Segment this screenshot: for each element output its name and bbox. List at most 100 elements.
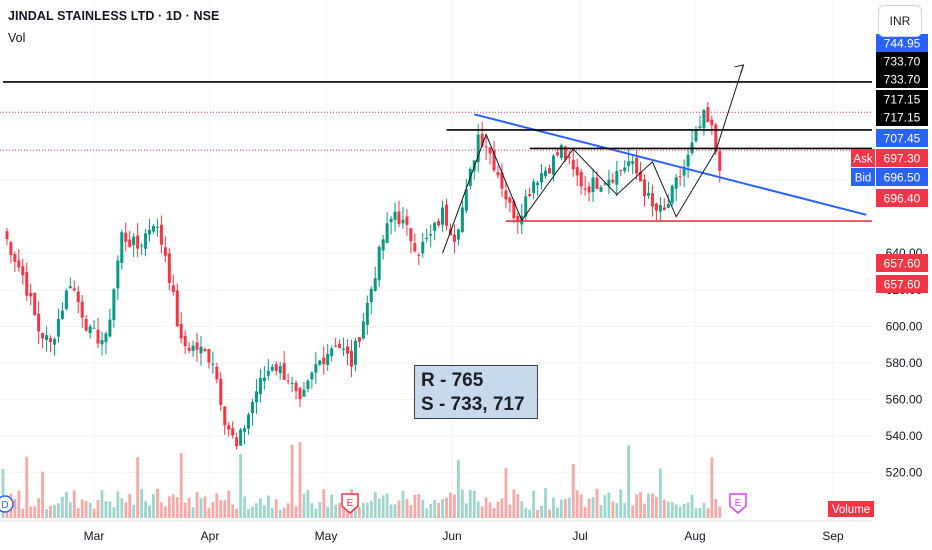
- volume-bar: [516, 494, 520, 518]
- volume-bar: [583, 507, 587, 518]
- candle-body: [615, 171, 619, 185]
- price-tag[interactable]: [876, 52, 928, 70]
- earnings-marker-upcoming[interactable]: [729, 493, 747, 514]
- trendline-line[interactable]: [473, 113, 867, 216]
- volume-bar: [354, 502, 357, 518]
- pattern-path[interactable]: [442, 64, 744, 254]
- candle-body: [140, 245, 144, 247]
- price-tag[interactable]: [876, 129, 928, 147]
- volume-bar: [591, 497, 595, 518]
- volume-bar: [409, 505, 413, 518]
- candle-body: [116, 260, 120, 289]
- candle-body: [187, 347, 191, 351]
- time-tick-label: Jun: [442, 529, 461, 543]
- price-tag[interactable]: [876, 275, 928, 293]
- candle-body: [512, 200, 516, 219]
- candle-body: [365, 302, 369, 325]
- volume-bar: [595, 488, 599, 518]
- price-tag-label: 657.60: [884, 257, 921, 271]
- price-tag[interactable]: [876, 90, 928, 108]
- volume-bar: [460, 489, 464, 518]
- candle-body: [278, 366, 282, 374]
- volume-bar: [163, 506, 167, 518]
- support-note: S - 733, 717: [421, 394, 525, 415]
- price-tag[interactable]: [876, 254, 928, 272]
- volume-badge-label: Volume: [832, 504, 870, 516]
- candle-body: [417, 254, 421, 256]
- volume-bar: [690, 494, 694, 518]
- candle-body: [274, 364, 278, 371]
- volume-bar: [615, 503, 619, 518]
- arrow-head: [734, 64, 745, 75]
- levels-note: R - 765 S - 733, 717: [414, 365, 538, 419]
- candle-body: [155, 226, 159, 228]
- candle-body: [326, 354, 330, 366]
- volume-bar: [480, 506, 484, 518]
- volume-bar: [148, 505, 151, 518]
- volume-bar: [259, 498, 262, 518]
- price-tag[interactable]: [876, 34, 928, 52]
- earnings-marker-upcoming-label: E: [735, 498, 742, 509]
- candle-body: [682, 166, 686, 176]
- candle-body: [33, 292, 37, 315]
- volume-bar: [294, 506, 298, 518]
- volume-bar: [262, 505, 266, 518]
- dividend-marker[interactable]: [0, 495, 14, 513]
- price-tag[interactable]: [876, 189, 928, 207]
- candle-body: [389, 218, 393, 223]
- candle-body: [662, 207, 666, 211]
- price-tag[interactable]: [876, 70, 928, 88]
- symbol-title[interactable]: JINDAL STAINLESS LTD · 1D · NSE: [8, 9, 220, 23]
- volume-bar: [449, 492, 452, 518]
- earnings-marker[interactable]: [341, 493, 359, 514]
- candle-body: [290, 382, 294, 384]
- volume-bar: [563, 499, 567, 518]
- volume-bar: [251, 506, 254, 518]
- volume-bar: [330, 494, 334, 518]
- volume-bar: [599, 504, 603, 518]
- price-tag[interactable]: [876, 108, 928, 126]
- volume-bar: [17, 490, 21, 518]
- bid-tag: [851, 168, 875, 186]
- candle-body: [674, 177, 678, 189]
- dividend-marker-label: D: [1, 500, 8, 511]
- candle-body: [496, 172, 500, 176]
- volume-bar: [338, 502, 341, 518]
- candle-body: [488, 147, 492, 154]
- candle-body: [607, 179, 611, 186]
- currency-selector[interactable]: INR: [878, 5, 922, 37]
- candle-body: [460, 207, 464, 232]
- price-tag[interactable]: [876, 149, 928, 167]
- volume-bar: [274, 499, 278, 518]
- volume-bar: [108, 501, 112, 518]
- volume-bar: [686, 502, 690, 518]
- volume-bar: [540, 505, 543, 518]
- volume-bar: [544, 488, 547, 518]
- volume-bar: [575, 490, 579, 518]
- volume-bar: [1, 468, 5, 518]
- candle-body: [508, 197, 512, 203]
- volume-bar: [290, 444, 294, 518]
- time-axis[interactable]: Mar Apr May Jun Jul Aug Sep: [0, 520, 872, 543]
- volume-indicator-label[interactable]: Vol: [8, 31, 26, 45]
- candle-body: [639, 171, 643, 182]
- volume-bar: [334, 504, 338, 518]
- volume-bar: [377, 498, 381, 518]
- drawing-lines[interactable]: [0, 64, 872, 254]
- candle-body: [591, 177, 595, 193]
- candle-body: [551, 155, 555, 175]
- candle-body: [357, 337, 361, 342]
- volume-bar: [120, 498, 124, 518]
- volume-bar: [96, 499, 100, 518]
- time-tick-label: Mar: [84, 529, 105, 543]
- price-axis[interactable]: 520.00540.00560.00580.00600.00620.00640.…: [828, 34, 928, 517]
- candle-body: [5, 231, 9, 240]
- volume-bar: [647, 493, 650, 518]
- candle-body: [528, 193, 532, 197]
- volume-bar: [358, 506, 361, 518]
- price-tag[interactable]: [876, 168, 928, 186]
- time-tick-label: Jul: [572, 529, 587, 543]
- volume-bar: [397, 500, 401, 518]
